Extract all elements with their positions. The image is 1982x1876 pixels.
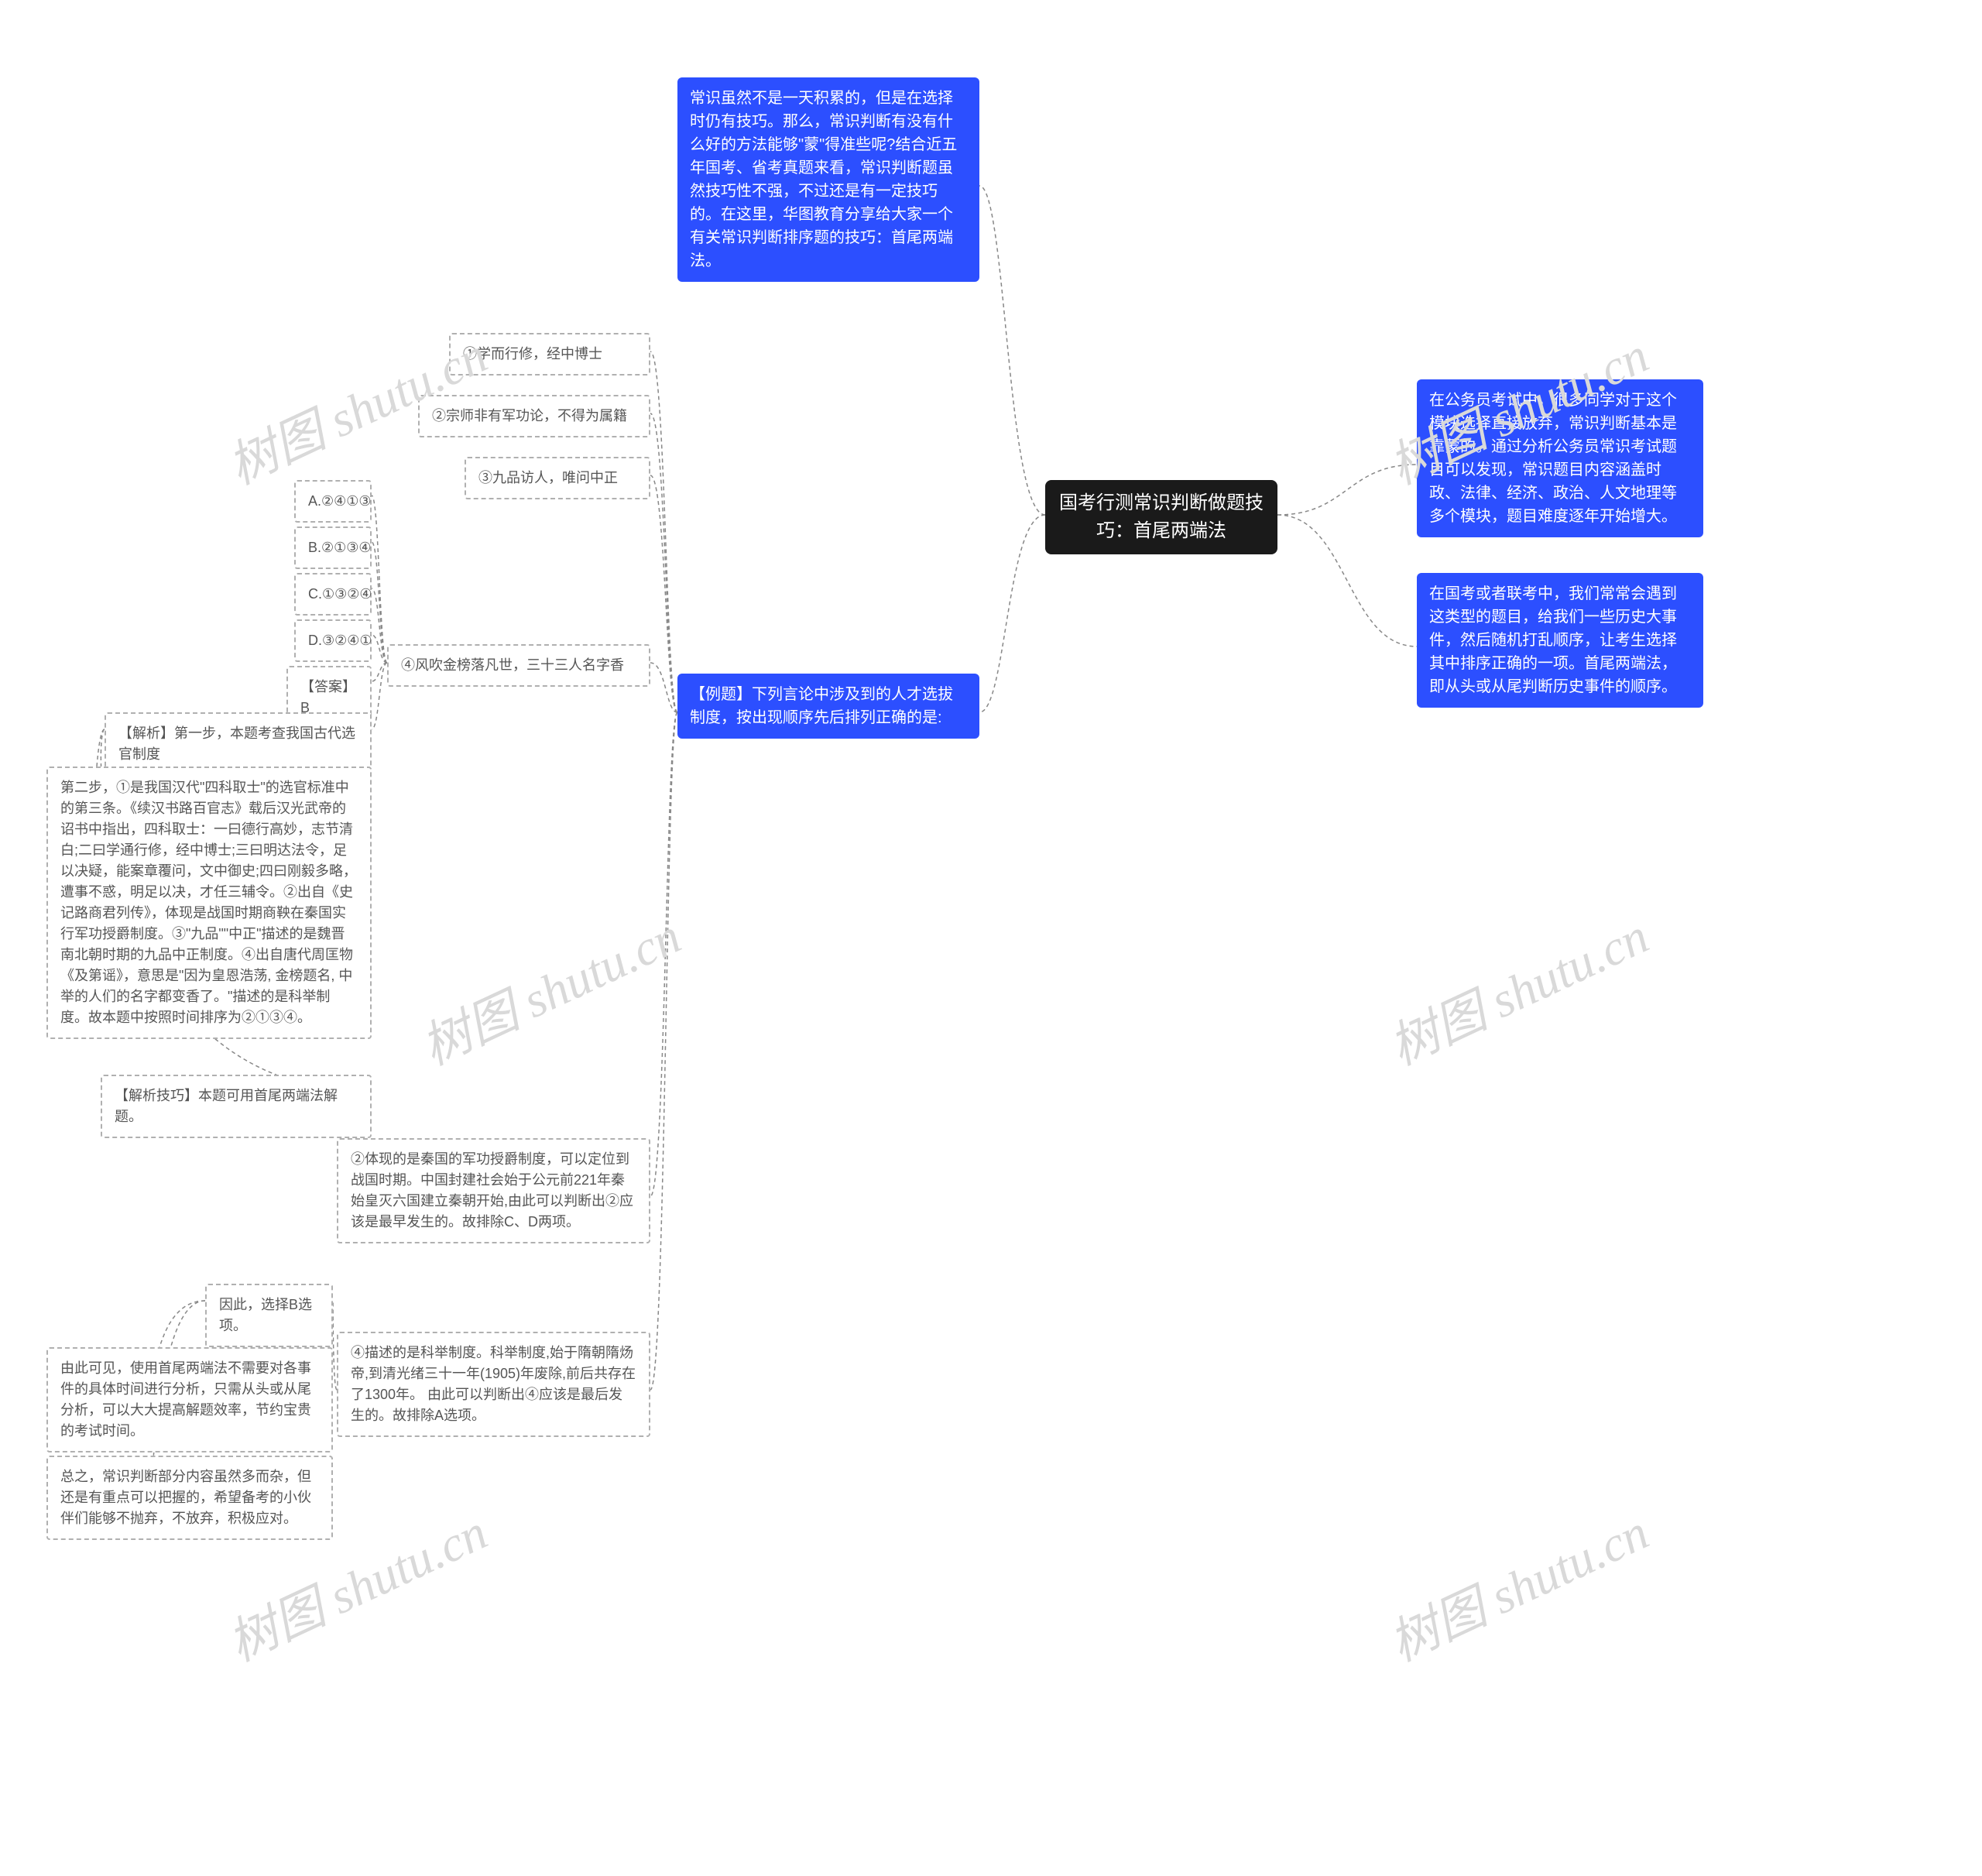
opt-b-text: B.②①③④ — [308, 540, 372, 555]
ex-c5-text: ②体现的是秦国的军功授爵制度，可以定位到战国时期。中国封建社会始于公元前221年… — [351, 1151, 633, 1230]
opt-c-text: C.①③②④ — [308, 586, 372, 602]
ex-c3-text: ③九品访人，唯问中正 — [478, 470, 618, 485]
opt-b: B.②①③④ — [294, 526, 372, 569]
right-node-1-text: 在公务员考试中，很多同学对于这个模块选择直接放弃，常识判断基本是靠蒙的。通过分析… — [1429, 392, 1677, 525]
root-label: 国考行测常识判断做题技巧：首尾两端法 — [1059, 492, 1264, 541]
watermark-3: 树图 shutu.cn — [1376, 897, 1658, 1079]
analysis-tip-text: 【解析技巧】本题可用首尾两端法解题。 — [115, 1088, 338, 1124]
right-node-2: 在国考或者联考中，我们常常会遇到这类型的题目，给我们一些历史大事件，然后随机打乱… — [1417, 573, 1703, 708]
ex-c6a2: 总之，常识判断部分内容虽然多而杂，但还是有重点可以把握的，希望备考的小伙伴们能够… — [46, 1456, 333, 1540]
left-blue-2: 【例题】下列言论中涉及到的人才选拔制度，按出现顺序先后排列正确的是: — [677, 674, 979, 739]
ex-c3: ③九品访人，唯问中正 — [465, 457, 650, 499]
ex-c6a2-text: 总之，常识判断部分内容虽然多而杂，但还是有重点可以把握的，希望备考的小伙伴们能够… — [60, 1469, 311, 1526]
ex-c4: ④风吹金榜落凡世，三十三人名字香 — [387, 644, 650, 687]
ex-c6a1: 由此可见，使用首尾两端法不需要对各事件的具体时间进行分析，只需从头或从尾分析，可… — [46, 1347, 333, 1452]
left-blue-1: 常识虽然不是一天积累的，但是在选择时仍有技巧。那么，常识判断有没有什么好的方法能… — [677, 77, 979, 282]
right-node-2-text: 在国考或者联考中，我们常常会遇到这类型的题目，给我们一些历史大事件，然后随机打乱… — [1429, 585, 1677, 695]
right-node-1: 在公务员考试中，很多同学对于这个模块选择直接放弃，常识判断基本是靠蒙的。通过分析… — [1417, 379, 1703, 537]
ex-c4-text: ④风吹金榜落凡世，三十三人名字香 — [401, 657, 624, 673]
ex-c6a: 因此，选择B选项。 — [205, 1284, 333, 1347]
ex-c6a-text: 因此，选择B选项。 — [219, 1297, 312, 1333]
answer-text: 【答案】B — [300, 679, 356, 715]
watermark-5: 树图 shutu.cn — [1376, 1493, 1658, 1675]
left-blue-1-text: 常识虽然不是一天积累的，但是在选择时仍有技巧。那么，常识判断有没有什么好的方法能… — [690, 90, 957, 269]
ex-c1-text: ①学而行修，经中博士 — [463, 346, 602, 362]
ex-c1: ①学而行修，经中博士 — [449, 333, 650, 376]
left-blue-2-text: 【例题】下列言论中涉及到的人才选拔制度，按出现顺序先后排列正确的是: — [690, 686, 953, 726]
ex-c2-text: ②宗师非有军功论，不得为属籍 — [432, 408, 627, 424]
ex-c6-text: ④描述的是科举制度。科举制度,始于隋朝隋炀帝,到清光绪三十一年(1905)年废除… — [351, 1345, 636, 1423]
opt-d: D.③②④① — [294, 619, 372, 662]
ex-c5: ②体现的是秦国的军功授爵制度，可以定位到战国时期。中国封建社会始于公元前221年… — [337, 1138, 650, 1243]
opt-c: C.①③②④ — [294, 573, 372, 616]
ex-c6: ④描述的是科举制度。科举制度,始于隋朝隋炀帝,到清光绪三十一年(1905)年废除… — [337, 1332, 650, 1437]
watermark-2: 树图 shutu.cn — [408, 897, 690, 1079]
analysis-1-text: 【解析】第一步，本题考查我国古代选官制度 — [118, 725, 355, 762]
ex-c2: ②宗师非有军功论，不得为属籍 — [418, 395, 650, 437]
analysis-2-text: 第二步，①是我国汉代"四科取士"的选官标准中的第三条。《续汉书路百官志》载后汉光… — [60, 780, 357, 1025]
analysis-2: 第二步，①是我国汉代"四科取士"的选官标准中的第三条。《续汉书路百官志》载后汉光… — [46, 767, 372, 1039]
opt-a-text: A.②④①③ — [308, 493, 372, 509]
opt-d-text: D.③②④① — [308, 633, 372, 648]
mindmap-root: 国考行测常识判断做题技巧：首尾两端法 — [1045, 480, 1277, 554]
analysis-tip: 【解析技巧】本题可用首尾两端法解题。 — [101, 1075, 372, 1138]
opt-a: A.②④①③ — [294, 480, 372, 523]
ex-c6a1-text: 由此可见，使用首尾两端法不需要对各事件的具体时间进行分析，只需从头或从尾分析，可… — [60, 1360, 311, 1439]
